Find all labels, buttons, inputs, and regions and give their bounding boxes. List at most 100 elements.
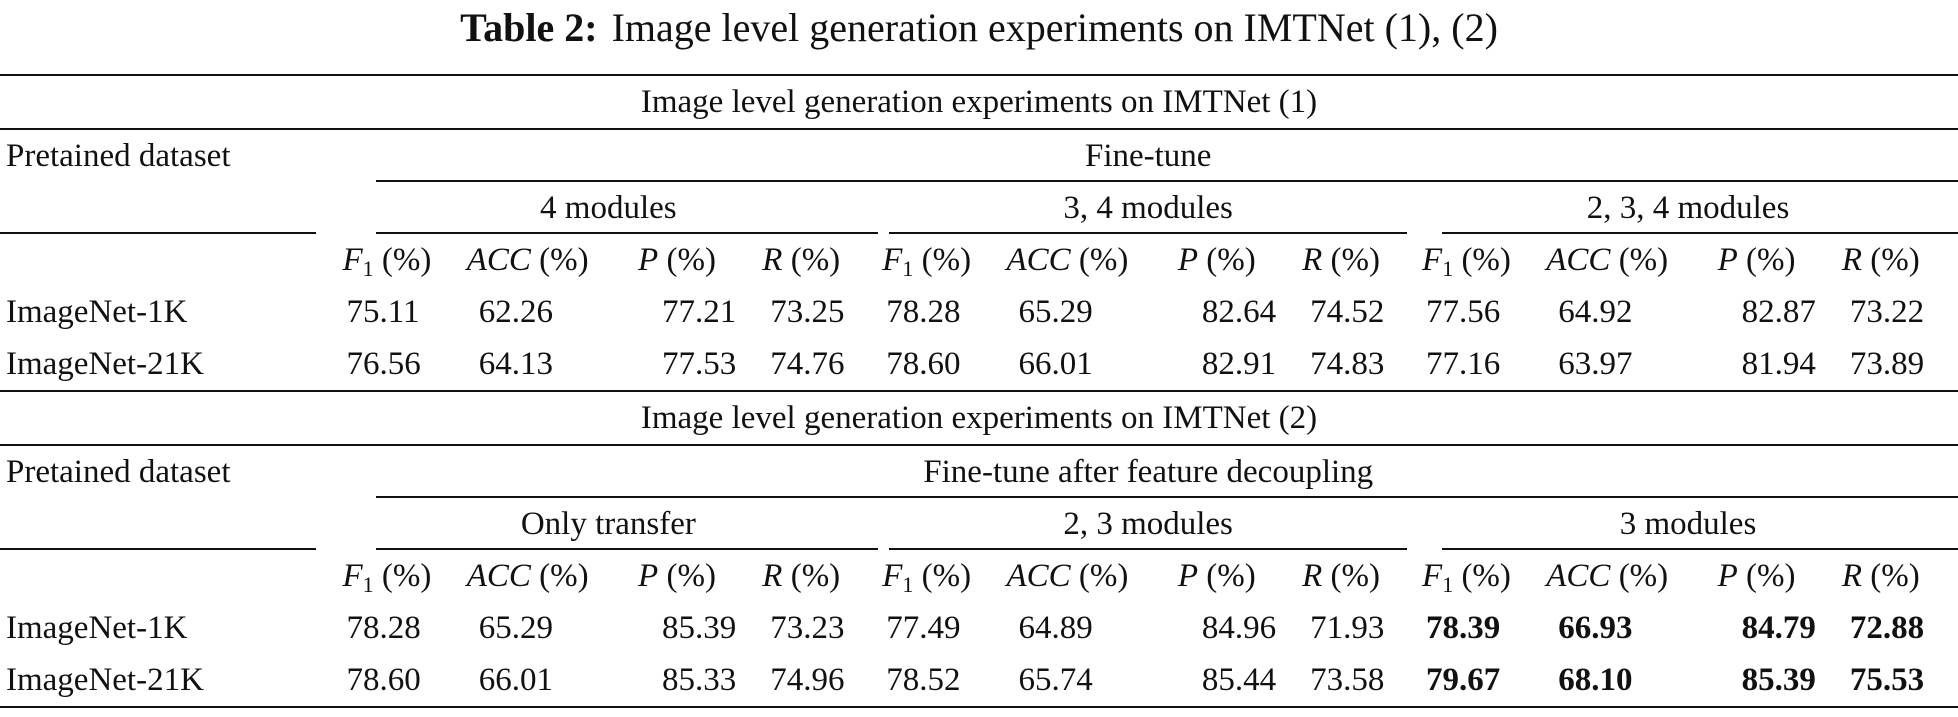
value-cell: 65.74 [1002,654,1174,708]
metric-header: F1 (%) [1418,234,1542,286]
metric-header: F1 (%) [878,550,1002,602]
metric-header: R (%) [758,234,878,286]
metric-unit: (%) [782,242,841,278]
value-cell: 73.89 [1837,338,1958,392]
value-cell: 62.26 [478,294,553,330]
dataset-name: ImageNet-1K [6,610,188,646]
group-label: Fine-tune after feature decoupling [338,445,1958,498]
value-cell: 85.44 [1173,654,1299,708]
metric-symbol: ACC [466,558,531,594]
metric-unit: (%) [530,242,589,278]
metric-unit: (%) [1070,242,1129,278]
subgroup-label: 2, 3, 4 modules [1418,182,1958,234]
metric-subscript: 1 [362,572,374,597]
value-cell: 73.22 [1849,294,1925,330]
metric-header: ACC (%) [1002,234,1173,286]
metric-symbol: R [1841,242,1863,278]
metric-header: R (%) [1838,234,1958,286]
value-cell: 68.10 [1542,654,1714,708]
section-title-row: Image level generation experiments on IM… [0,390,1958,446]
metric-header-spacer [0,234,338,286]
subgroup-label: 2, 3 modules [878,498,1419,550]
value-cell: 77.49 [886,610,961,646]
metric-unit: (%) [373,242,432,278]
metric-symbol: R [1841,558,1863,594]
metric-header: R (%) [758,550,878,602]
metric-header: P (%) [634,550,758,602]
value-cell: 77.21 [662,294,737,330]
value-cell: 81.94 [1713,338,1838,392]
metric-header: R (%) [1298,234,1418,286]
value-cell: 64.13 [462,338,635,392]
metric-symbol: F [882,242,903,278]
metric-symbol: ACC [1546,242,1611,278]
metric-unit: (%) [1198,558,1256,594]
metric-unit: (%) [913,242,972,278]
value-cell: 73.23 [770,610,845,646]
value-cell: 78.28 [886,294,961,330]
metric-unit: (%) [658,242,716,278]
results-table: Image level generation experiments on IM… [0,74,1958,708]
value-cell: 64.89 [1018,610,1093,646]
value-cell: 82.87 [1741,294,1816,330]
metric-unit: (%) [1737,558,1796,594]
value-cell: 73.25 [770,294,845,330]
metric-header-row: F1 (%) ACC (%) P (%) R (%) F1 (%) ACC (%) P (%… [0,550,1958,602]
value-cell: 65.29 [1018,294,1093,330]
metric-symbol: F [1422,242,1443,278]
table-row: ImageNet-21K 78.60 66.01 85.33 74.96 78.52 65.… [0,654,1958,708]
metric-unit: (%) [1322,558,1380,594]
caption-label: Table 2: [460,5,598,50]
dataset-name: ImageNet-1K [6,294,188,330]
metric-header: P (%) [634,234,758,286]
table-caption: Table 2: Image level generation experimen… [0,2,1958,54]
metric-symbol: F [342,242,363,278]
metric-symbol: ACC [1006,558,1071,594]
value-cell: 78.28 [346,610,421,646]
subgroup-label: 3 modules [1418,498,1958,550]
value-cell: 75.11 [346,294,420,330]
metric-symbol: ACC [1006,242,1071,278]
caption-text: Image level generation experiments on IM… [611,5,1498,50]
pretrained-dataset-spacer [0,182,339,234]
metric-header: ACC (%) [463,234,634,286]
metric-symbol: P [1717,242,1738,278]
value-cell: 77.53 [634,338,759,392]
group-header-row: Pretained dataset Fine-tune after feature… [0,445,1958,498]
metric-unit: (%) [1453,558,1511,594]
metric-unit: (%) [530,558,589,594]
value-cell: 82.91 [1173,338,1299,392]
metric-subscript: 1 [1442,572,1454,597]
pretrained-dataset-spacer [0,498,339,550]
value-cell: 85.39 [662,610,737,646]
metric-header-spacer [0,550,338,602]
metric-subscript: 1 [1442,256,1454,281]
dataset-name: ImageNet-21K [0,338,339,392]
value-cell: 85.39 [1713,654,1838,708]
value-cell: 73.58 [1298,654,1419,708]
metric-header: F1 (%) [338,550,462,602]
metric-unit: (%) [1610,242,1669,278]
metric-unit: (%) [1453,242,1511,278]
value-cell: 84.96 [1201,610,1277,646]
metric-symbol: P [1177,558,1198,594]
pretrained-dataset-label: Pretained dataset [6,138,231,174]
metric-unit: (%) [1610,558,1669,594]
metric-symbol: F [882,558,903,594]
metric-header: P (%) [1174,234,1298,286]
metric-symbol: R [1302,558,1323,594]
metric-symbol: R [762,242,783,278]
metric-symbol: P [1177,242,1198,278]
table-row: ImageNet-1K 75.11 62.26 77.21 73.25 78.28 65.2… [0,286,1958,338]
table-row: ImageNet-21K 76.56 64.13 77.53 74.76 78.60 66.… [0,338,1958,392]
metric-unit: (%) [1862,558,1920,594]
metric-unit: (%) [913,558,972,594]
value-cell: 78.60 [878,338,1003,392]
value-cell: 75.53 [1837,654,1958,708]
subgroup-label: Only transfer [338,498,879,550]
value-cell: 76.56 [338,338,463,392]
value-cell: 79.67 [1418,654,1543,708]
value-cell: 84.79 [1741,610,1816,646]
value-cell: 71.93 [1310,610,1385,646]
metric-symbol: ACC [1546,558,1611,594]
